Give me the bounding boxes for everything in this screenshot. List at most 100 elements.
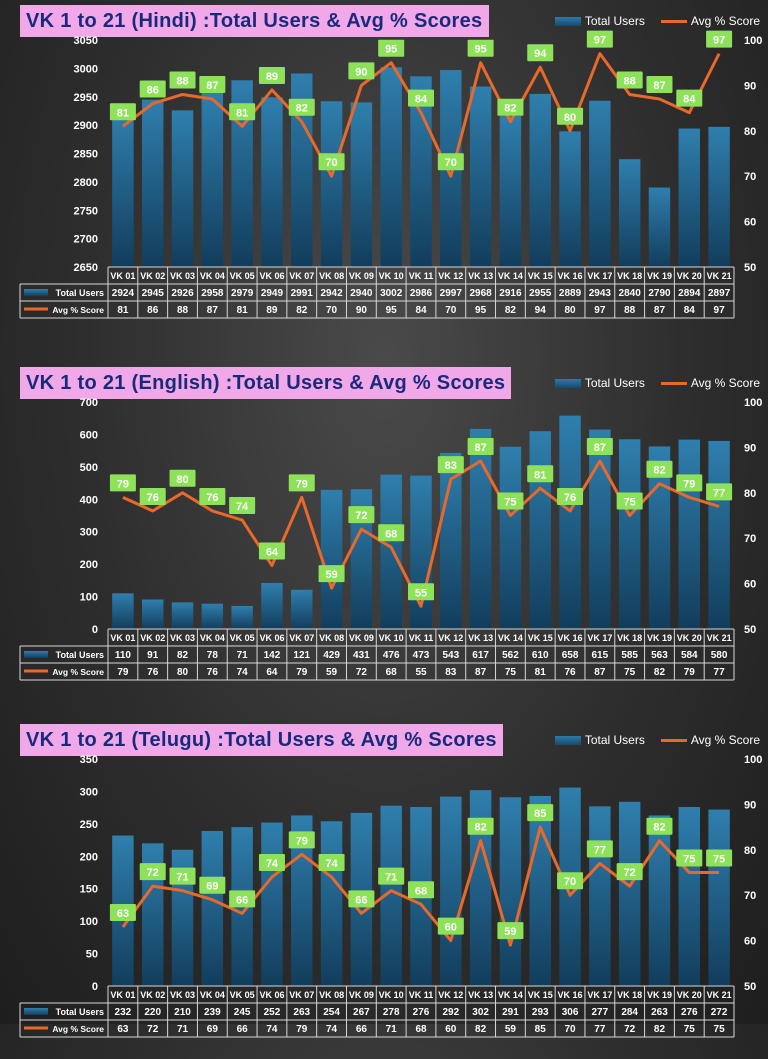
y-tick-label: 3050 (74, 35, 98, 47)
table-cell-score: 82 (296, 305, 308, 316)
data-label-box (676, 474, 703, 492)
category-label: VK 08 (319, 990, 344, 1000)
legend-item-score: Avg % Score (660, 733, 760, 747)
legend-item-users: Total Users (554, 376, 645, 390)
y-tick-label: 700 (80, 397, 98, 409)
table-cell-score: 94 (535, 305, 547, 316)
table-cell-score: 72 (147, 1024, 159, 1035)
bar (112, 593, 134, 629)
category-label: VK 19 (647, 990, 672, 1000)
category-label: VK 09 (349, 990, 374, 1000)
data-label: 77 (594, 844, 606, 856)
bar (201, 92, 224, 268)
data-label: 72 (355, 510, 367, 522)
category-label: VK 14 (498, 271, 523, 281)
category-label: VK 18 (617, 271, 642, 281)
table-cell-score: 70 (564, 1024, 576, 1035)
table-cell-score: 59 (505, 1024, 517, 1035)
data-label: 75 (504, 497, 516, 509)
data-label: 75 (624, 497, 636, 509)
data-label-box (169, 71, 196, 89)
table-cell-score: 60 (445, 1024, 457, 1035)
table-cell-score: 74 (266, 1024, 278, 1035)
data-label-box (676, 849, 703, 867)
legend-line-swatch (660, 381, 687, 385)
bar (201, 830, 224, 986)
data-label: 59 (504, 926, 516, 938)
table-cell-users: 2979 (231, 288, 254, 299)
category-label: VK 07 (289, 633, 314, 643)
table-cell-score: 74 (237, 667, 249, 678)
data-label: 80 (564, 112, 576, 124)
data-label-box (437, 456, 464, 474)
chart-title: VK 1 to 21 (Telugu) :Total Users & Avg %… (20, 724, 503, 756)
data-label: 87 (594, 442, 606, 454)
table-row-header-score: Avg % Score (52, 667, 104, 677)
bar (589, 806, 611, 986)
table-cell-users: 2991 (291, 288, 314, 299)
bar (529, 431, 551, 629)
table-cell-score: 76 (564, 667, 576, 678)
chart-legend: Total Users Avg % Score (539, 14, 760, 28)
category-label: VK 15 (528, 633, 553, 643)
table-cell-users: 431 (353, 650, 370, 661)
data-label-box (527, 44, 554, 62)
table-cell-users: 82 (177, 650, 189, 661)
table-cell-score: 66 (237, 1024, 249, 1035)
category-label: VK 13 (468, 271, 493, 281)
data-label: 79 (296, 478, 308, 490)
table-cell-score: 80 (177, 667, 189, 678)
table-cell-users: 220 (144, 1007, 161, 1018)
y2-tick-label: 80 (744, 488, 756, 500)
bar (529, 93, 551, 267)
data-label-box (229, 103, 256, 121)
data-label: 84 (415, 94, 428, 106)
category-label: VK 10 (379, 633, 404, 643)
bar (469, 428, 492, 629)
table-cell-score: 95 (386, 305, 398, 316)
data-label-box (348, 62, 375, 80)
category-label: VK 20 (677, 990, 702, 1000)
category-label: VK 07 (289, 271, 314, 281)
telugu-chart: VK 1 to 21 (Telugu) :Total Users & Avg %… (0, 719, 768, 1059)
bar (589, 429, 611, 629)
y2-tick-label: 60 (744, 217, 756, 229)
charts-container: VK 1 to 21 (Hindi) :Total Users & Avg % … (19, 5, 760, 1038)
category-label: VK 01 (110, 990, 135, 1000)
table-cell-score: 79 (117, 667, 129, 678)
data-label-box (318, 854, 345, 872)
table-cell-users: 2945 (142, 288, 165, 299)
table-cell-users: 580 (711, 650, 728, 661)
table-cell-users: 473 (413, 650, 430, 661)
table-row-header-users: Total Users (56, 1007, 104, 1017)
chart-title: VK 1 to 21 (Hindi) :Total Users & Avg % … (20, 5, 489, 37)
table-cell-score: 75 (505, 667, 517, 678)
data-label-box (557, 487, 584, 505)
category-label: VK 06 (259, 271, 284, 281)
y2-tick-label: 90 (744, 799, 756, 811)
data-label-box (109, 903, 136, 921)
table-cell-score: 64 (266, 667, 278, 678)
legend-bar-swatch (554, 735, 581, 745)
data-label: 68 (415, 885, 427, 897)
data-label-box (199, 76, 226, 94)
legend-label-users: Total Users (584, 376, 645, 390)
data-label-box (586, 438, 613, 456)
category-label: VK 05 (230, 633, 255, 643)
data-label-box (616, 492, 643, 510)
table-cell-score: 68 (415, 1024, 427, 1035)
data-label-box (706, 483, 733, 501)
table-cell-score: 81 (237, 305, 249, 316)
data-label: 79 (683, 478, 695, 490)
legend-line-swatch (660, 19, 687, 23)
data-label: 90 (355, 66, 367, 78)
legend-item-score: Avg % Score (660, 376, 760, 390)
y2-tick-label: 80 (744, 126, 756, 138)
data-label-box (139, 863, 166, 881)
table-cell-score: 71 (386, 1024, 398, 1035)
category-label: VK 12 (438, 633, 463, 643)
chart-legend: Total Users Avg % Score (539, 376, 760, 390)
bar (648, 815, 671, 986)
category-label: VK 11 (409, 271, 434, 281)
data-label-box (199, 487, 226, 505)
